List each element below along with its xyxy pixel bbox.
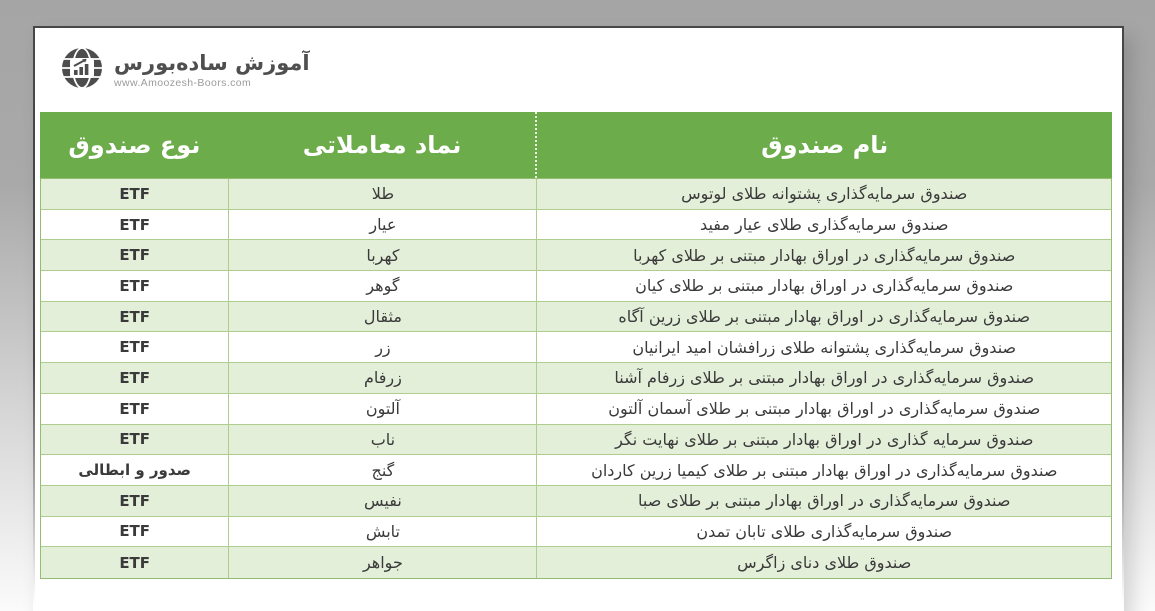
fund-type: ETF: [41, 271, 230, 301]
content-card: آموزش ساده‌بورس www.Amoozesh-Boors.com ن…: [33, 26, 1124, 611]
fund-type: ETF: [41, 424, 230, 455]
fund-type: ETF: [41, 516, 230, 547]
fund-type: صدور و ابطالی: [41, 455, 230, 485]
fund-name: صندوق سرمایه گذاری در اوراق بهادار مبتنی…: [615, 429, 1034, 449]
fund-name: صندوق سرمایه‌گذاری در اوراق بهادار مبتنی…: [618, 307, 1031, 327]
fund-symbol: ناب: [229, 424, 538, 455]
table-row: صندوق سرمایه‌گذاری طلای عیار مفید عیار E…: [41, 209, 1111, 241]
table-row: صندوق سرمایه‌گذاری پشتوانه طلای لوتوس طل…: [41, 179, 1111, 210]
fund-symbol: تابش: [229, 516, 538, 547]
fund-type: ETF: [41, 179, 230, 209]
brand-name: آموزش ساده‌بورس: [114, 51, 310, 76]
table-row: صندوق سرمایه‌گذاری طلای تابان تمدن تابش …: [41, 516, 1111, 548]
fund-name: صندوق سرمایه‌گذاری در اوراق بهادار مبتنی…: [633, 245, 1016, 265]
table-header-row: نام صندوق نماد معاملاتی نوع صندوق: [40, 112, 1112, 178]
table-row: صندوق سرمایه‌گذاری در اوراق بهادار مبتنی…: [41, 240, 1111, 272]
table-body: صندوق سرمایه‌گذاری پشتوانه طلای لوتوس طل…: [40, 178, 1112, 579]
table-row: صندوق سرمایه گذاری در اوراق بهادار مبتنی…: [41, 424, 1111, 456]
fund-symbol: نفیس: [229, 485, 538, 516]
fund-type: ETF: [41, 363, 230, 393]
fund-symbol: گنج: [229, 455, 538, 485]
fund-type: ETF: [41, 547, 230, 578]
table-row: صندوق سرمایه‌گذاری پشتوانه طلای زرافشان …: [41, 332, 1111, 364]
fund-type: ETF: [41, 209, 230, 240]
fund-type: ETF: [41, 485, 230, 516]
table-row: صندوق طلای دنای زاگرس جواهر ETF: [41, 547, 1111, 578]
header-trading-symbol: نماد معاملاتی: [229, 112, 538, 178]
fund-name: صندوق سرمایه‌گذاری پشتوانه طلای زرافشان …: [632, 337, 1017, 357]
fund-type: ETF: [41, 393, 230, 424]
table-row: صندوق سرمایه‌گذاری در اوراق بهادار مبتنی…: [41, 485, 1111, 517]
fund-type: ETF: [41, 301, 230, 332]
fund-name: صندوق سرمایه‌گذاری در اوراق بهادار مبتنی…: [591, 460, 1058, 480]
table-row: صندوق سرمایه‌گذاری در اوراق بهادار مبتنی…: [41, 393, 1111, 425]
fund-symbol: کهربا: [229, 240, 538, 271]
globe-chart-icon: [59, 45, 105, 95]
fund-symbol: گوهر: [229, 271, 538, 301]
fund-symbol: عیار: [229, 209, 538, 240]
fund-name: صندوق سرمایه‌گذاری طلای تابان تمدن: [696, 521, 953, 541]
funds-table: نام صندوق نماد معاملاتی نوع صندوق صندوق …: [40, 112, 1112, 579]
fund-symbol: مثقال: [229, 301, 538, 332]
fund-name: صندوق سرمایه‌گذاری در اوراق بهادار مبتنی…: [608, 399, 1041, 419]
table-row: صندوق سرمایه‌گذاری در اوراق بهادار مبتنی…: [41, 455, 1111, 486]
fund-symbol: زر: [229, 332, 538, 363]
fund-name: صندوق سرمایه‌گذاری پشتوانه طلای لوتوس: [681, 184, 968, 204]
fund-symbol: زرفام: [229, 363, 538, 393]
header-fund-name: نام صندوق: [761, 131, 889, 159]
table-row: صندوق سرمایه‌گذاری در اوراق بهادار مبتنی…: [41, 301, 1111, 333]
site-logo: آموزش ساده‌بورس www.Amoozesh-Boors.com: [59, 45, 310, 95]
brand-url: www.Amoozesh-Boors.com: [114, 76, 252, 89]
fund-name: صندوق سرمایه‌گذاری در اوراق بهادار مبتنی…: [614, 368, 1035, 388]
table-row: صندوق سرمایه‌گذاری در اوراق بهادار مبتنی…: [41, 363, 1111, 394]
fund-type: ETF: [41, 240, 230, 271]
fund-name: صندوق سرمایه‌گذاری طلای عیار مفید: [700, 215, 949, 235]
fund-symbol: طلا: [229, 179, 538, 209]
fund-name: صندوق سرمایه‌گذاری در اوراق بهادار مبتنی…: [635, 276, 1014, 296]
fund-symbol: آلتون: [229, 393, 538, 424]
logo-text-block: آموزش ساده‌بورس www.Amoozesh-Boors.com: [114, 51, 310, 88]
fund-type: ETF: [41, 332, 230, 363]
table-row: صندوق سرمایه‌گذاری در اوراق بهادار مبتنی…: [41, 271, 1111, 302]
fund-symbol: جواهر: [229, 547, 538, 578]
header-fund-type: نوع صندوق: [68, 131, 201, 159]
fund-name: صندوق سرمایه‌گذاری در اوراق بهادار مبتنی…: [638, 491, 1011, 511]
fund-name: صندوق طلای دنای زاگرس: [737, 553, 912, 573]
